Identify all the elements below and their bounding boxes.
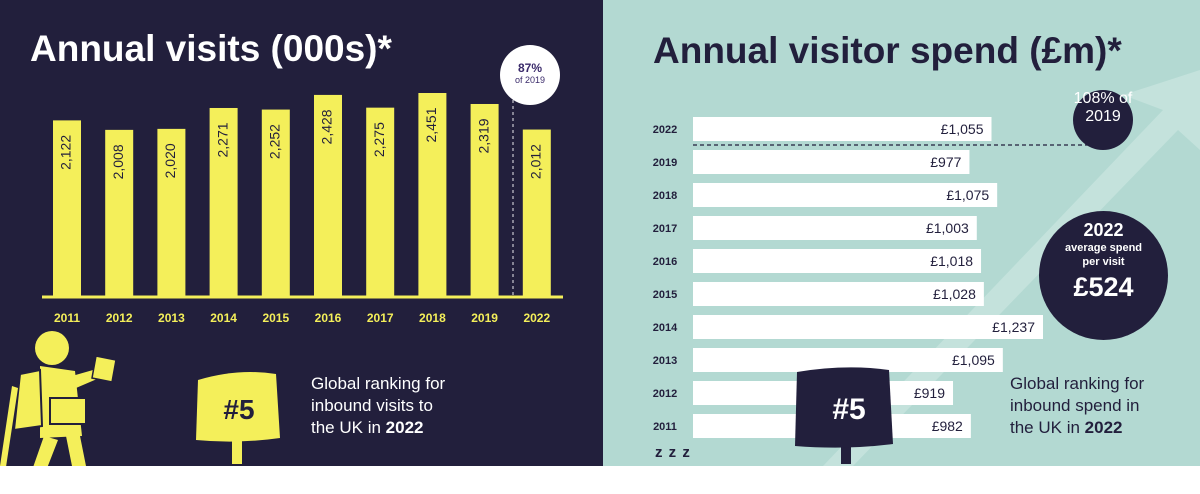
spend-bar — [693, 249, 982, 273]
visits-bar-value-label: 2,252 — [267, 124, 283, 159]
visits-badge-sub: of 2019 — [514, 75, 546, 85]
visits-chart: 2,122 2011 2,008 2012 2,020 2013 2,271 2014 2,25… — [42, 93, 563, 325]
visits-bar-value-label: 2,319 — [475, 118, 491, 153]
visits-bar — [157, 128, 186, 297]
spend-bar-value-label: £1,095 — [952, 352, 995, 368]
visits-bar — [105, 129, 134, 297]
spend-bar — [693, 216, 977, 240]
visits-rank-line3: the UK in 2022 — [311, 417, 445, 439]
visits-bar — [53, 120, 81, 297]
spend-bar-value-label: £1,028 — [933, 286, 976, 302]
visits-year-tick-label: 2018 — [419, 311, 446, 325]
spend-year-tick-label: 2015 — [653, 289, 677, 301]
spend-bar-value-label: £977 — [930, 154, 961, 170]
spend-year-tick-label: 2011 — [653, 421, 677, 433]
traveller-hand-item — [91, 355, 117, 383]
visits-bar — [366, 107, 395, 297]
spend-bar-value-label: £1,075 — [946, 187, 989, 203]
visits-percent-badge: 87% of 2019 — [500, 45, 560, 105]
visits-bar — [418, 93, 447, 297]
traveller-head — [35, 331, 69, 365]
visits-year-tick-label: 2014 — [210, 311, 237, 325]
visits-title: Annual visits (000s)* — [30, 28, 392, 69]
visits-panel: Annual visits (000s)* 2,122 2011 2,008 2012… — [0, 0, 603, 466]
growth-arrow-decoration — [823, 70, 1200, 466]
spend-bar-value-label: £1,018 — [930, 253, 973, 269]
visits-rank-line1: Global ranking for — [311, 374, 446, 393]
visits-year-tick-label: 2013 — [158, 311, 185, 325]
spend-badge-pct: 108% — [1073, 90, 1115, 107]
spend-bar — [693, 282, 984, 306]
visits-bar-value-label: 2,012 — [528, 144, 544, 179]
spend-title: Annual visitor spend (£m)* — [653, 30, 1122, 71]
visits-bar — [209, 107, 238, 297]
spend-rank-line3-prefix: the UK in — [1010, 418, 1085, 437]
spend-bar-value-label: £1,003 — [926, 220, 969, 236]
spend-rank-line2: inbound spend in — [1010, 396, 1140, 415]
spend-panel: Annual visitor spend (£m)* £1,055 2022 £97… — [603, 0, 1200, 466]
spend-bar — [693, 117, 992, 141]
visits-bar-value-label: 2,428 — [319, 109, 335, 144]
visits-bar — [470, 103, 499, 297]
visits-year-tick-label: 2019 — [471, 311, 498, 325]
visits-bar-value-label: 2,008 — [110, 144, 126, 179]
visits-rank-number: #5 — [223, 394, 255, 425]
spend-rank-number: #5 — [832, 393, 866, 426]
visits-bar — [314, 94, 342, 297]
visits-year-tick-label: 2012 — [106, 311, 133, 325]
spend-year-tick-label: 2012 — [653, 388, 677, 400]
average-spend-label1: average spend — [1064, 242, 1143, 254]
spend-year-tick-label: 2017 — [653, 223, 677, 235]
traveller-legs — [33, 436, 86, 466]
spend-rank-line3: the UK in 2022 — [1010, 417, 1144, 439]
visits-bar-value-label: 2,122 — [58, 135, 74, 170]
average-spend-label2: per visit — [1082, 256, 1125, 268]
spend-percent-badge: 108% of 2019 — [1073, 90, 1133, 150]
spend-year-tick-label: 2016 — [653, 256, 677, 268]
spend-rank-sign — [795, 367, 893, 464]
spend-bar — [693, 150, 970, 174]
visits-bar-value-label: 2,020 — [162, 143, 178, 178]
average-spend-year: 2022 — [1083, 220, 1124, 240]
zzz-sleep-text: z z z — [655, 444, 691, 461]
spend-badge-sub: of 2019 — [1085, 90, 1133, 125]
visits-rank-line3-prefix: the UK in — [311, 418, 386, 437]
spend-year-tick-label: 2019 — [653, 157, 677, 169]
spend-year-tick-label: 2013 — [653, 355, 677, 367]
traveller-cane — [0, 386, 18, 466]
visits-bar — [261, 109, 290, 297]
spend-bar — [693, 183, 998, 207]
traveller-illustration — [0, 331, 117, 466]
visits-badge-pct: 87% — [517, 61, 543, 75]
visits-rank-line2: inbound visits to — [311, 396, 433, 415]
visits-year-tick-label: 2017 — [367, 311, 394, 325]
spend-year-tick-label: 2014 — [653, 322, 678, 334]
traveller-backpack — [12, 368, 44, 432]
visits-bar-value-label: 2,271 — [214, 122, 230, 157]
spend-bar — [693, 315, 1043, 339]
spend-bar-value-label: £1,237 — [992, 319, 1035, 335]
visits-bar-value-label: 2,275 — [371, 122, 387, 157]
visits-ranking-text: Global ranking for inbound visits to the… — [311, 373, 445, 439]
spend-year-tick-label: 2018 — [653, 190, 677, 202]
spend-rank-line1: Global ranking for — [1010, 374, 1145, 393]
visits-rank-sign — [196, 372, 280, 464]
spend-rank-year: 2022 — [1084, 418, 1123, 437]
spend-ranking-text: Global ranking for inbound spend in the … — [1010, 373, 1144, 439]
traveller-bag — [49, 397, 87, 425]
visits-year-tick-label: 2022 — [523, 311, 550, 325]
spend-bar-value-label: £982 — [932, 418, 963, 434]
visits-bar — [522, 129, 551, 297]
average-spend-circle: 2022 average spend per visit £524 — [1039, 211, 1168, 340]
visits-year-tick-label: 2015 — [262, 311, 289, 325]
spend-bar-value-label: £919 — [914, 385, 945, 401]
average-spend-value: £524 — [1073, 272, 1134, 302]
spend-bar-value-label: £1,055 — [941, 121, 984, 137]
spend-year-tick-label: 2022 — [653, 124, 677, 136]
visits-year-tick-label: 2016 — [315, 311, 342, 325]
visits-bar-value-label: 2,451 — [423, 107, 439, 142]
visits-rank-year: 2022 — [385, 418, 424, 437]
visits-year-tick-label: 2011 — [54, 311, 80, 325]
